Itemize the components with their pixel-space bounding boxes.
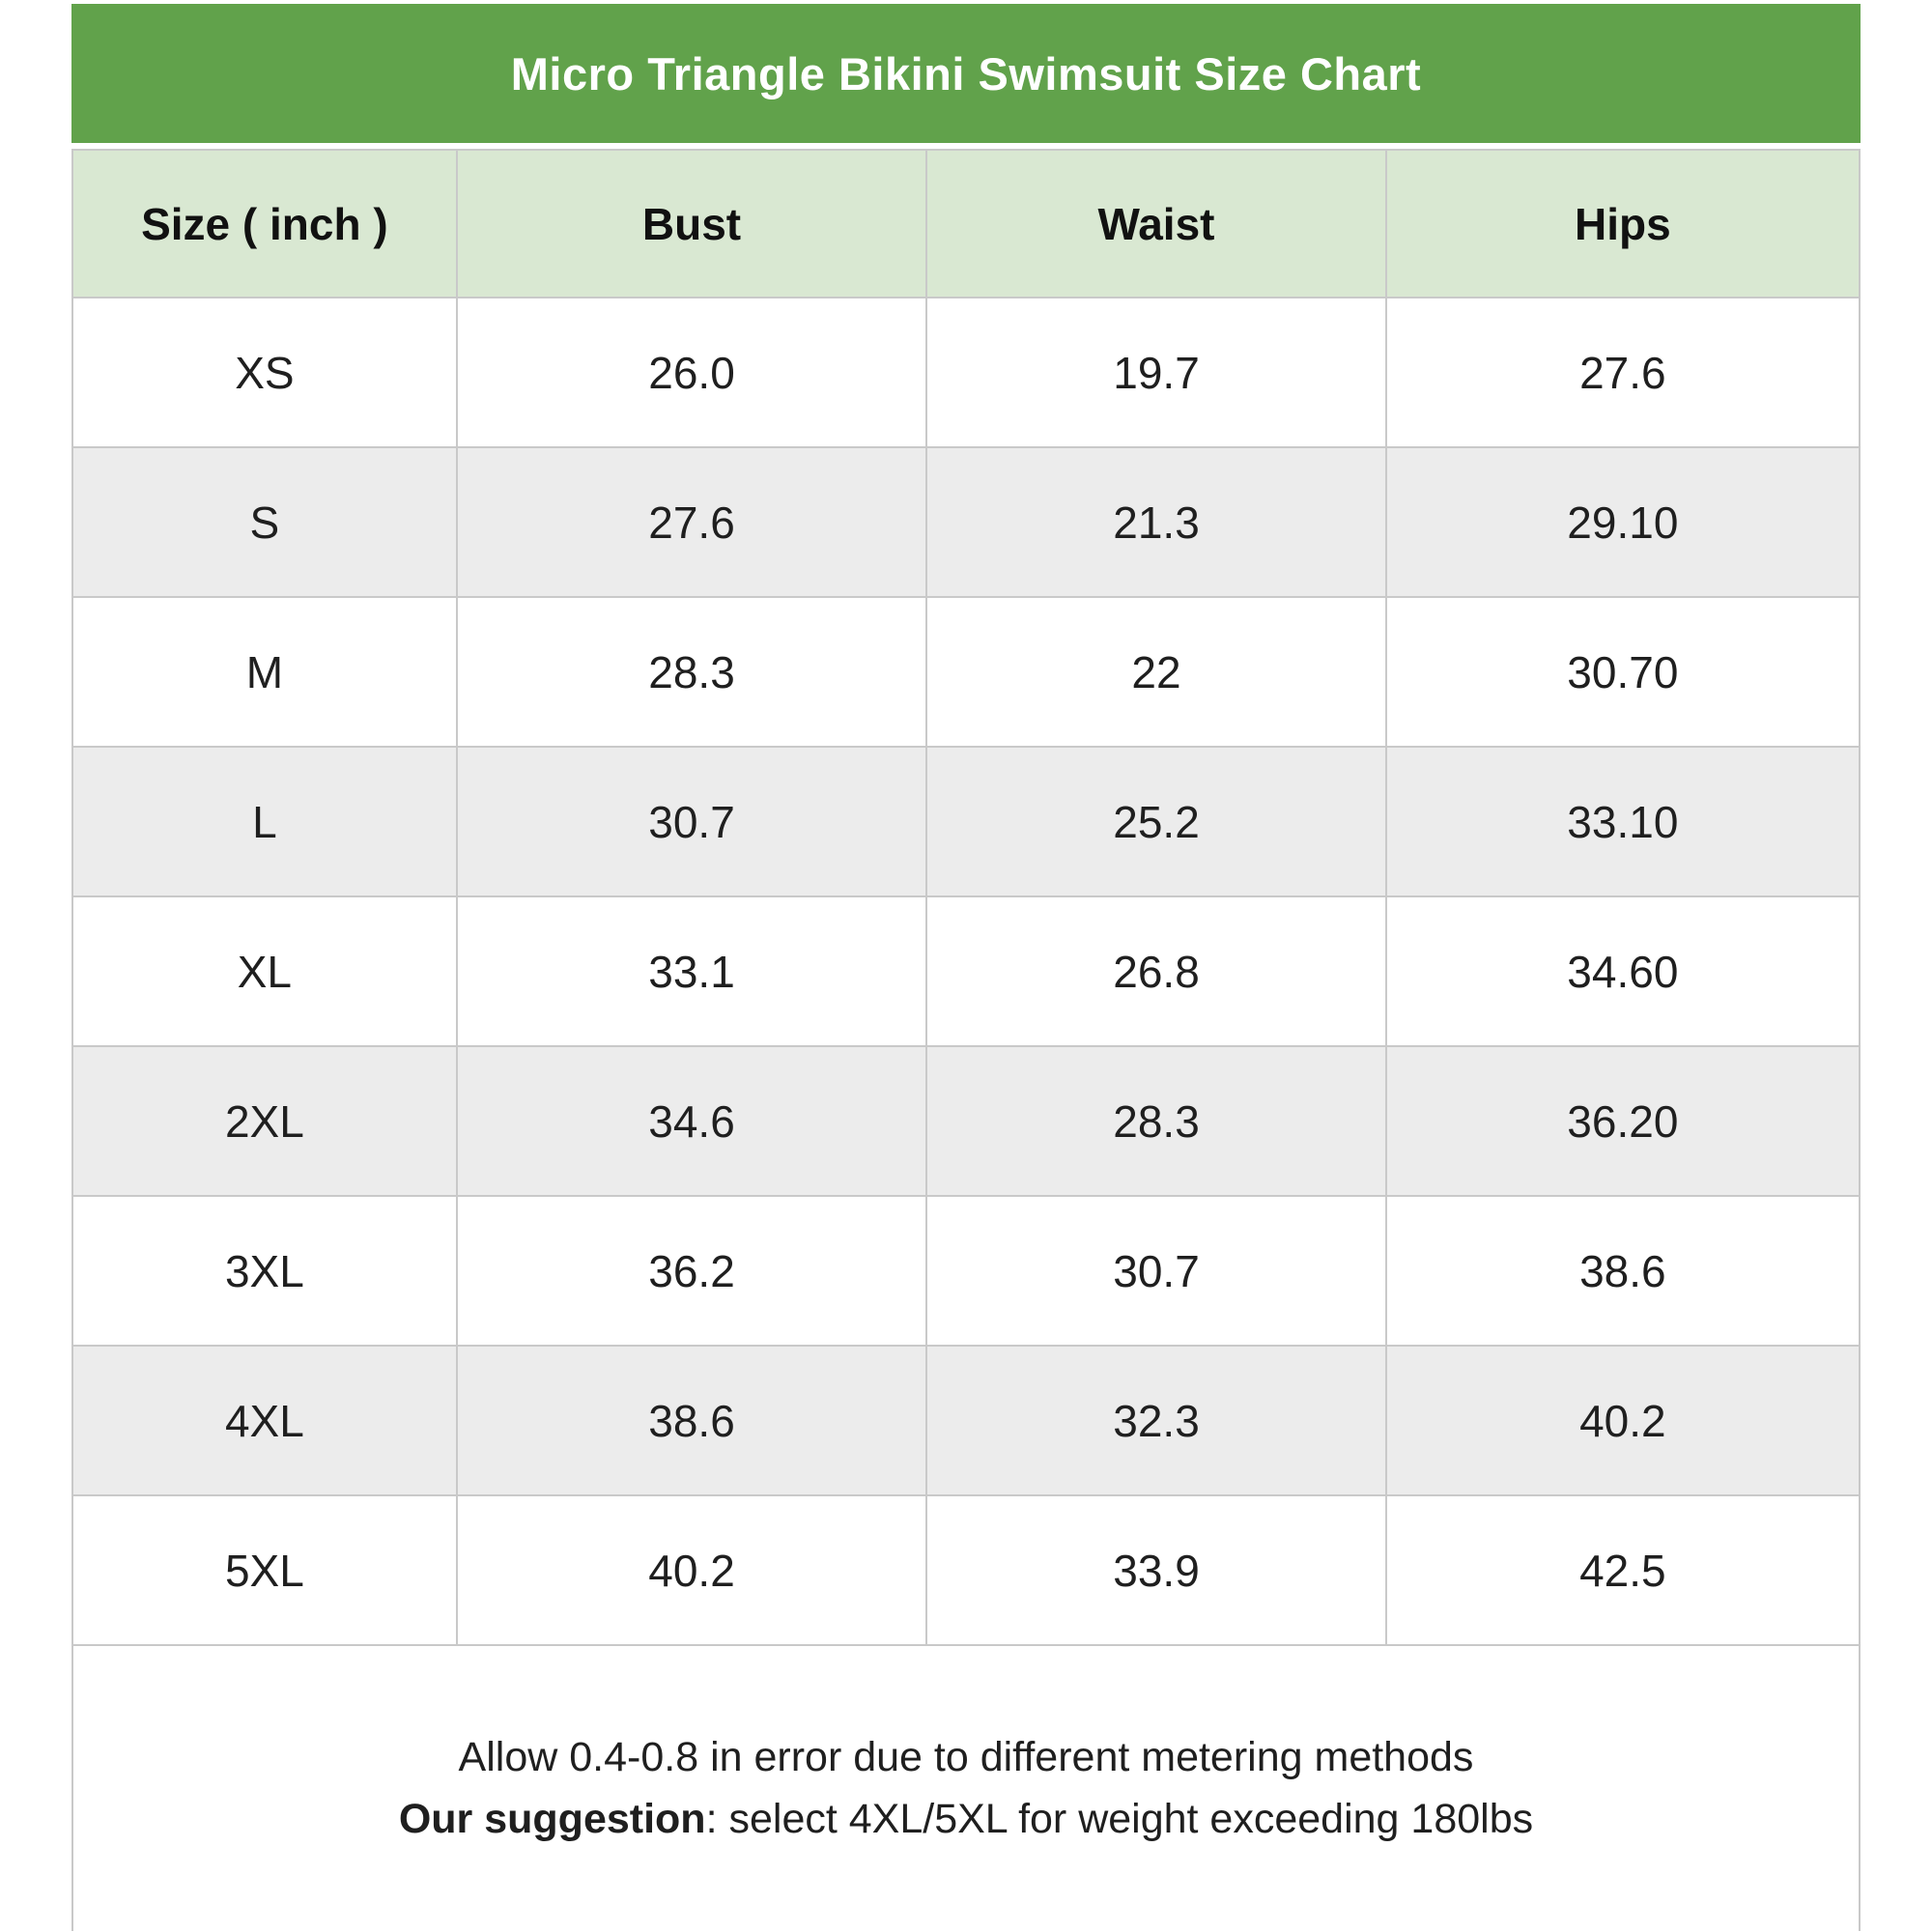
cell-bust: 34.6 bbox=[455, 1045, 928, 1197]
cell-bust: 28.3 bbox=[455, 596, 928, 748]
cell-waist: 25.2 bbox=[925, 746, 1387, 897]
size-table-header: Size ( inch ) Bust Waist Hips bbox=[71, 149, 1861, 298]
cell-waist: 28.3 bbox=[925, 1045, 1387, 1197]
cell-waist: 19.7 bbox=[925, 297, 1387, 448]
cell-bust: 26.0 bbox=[455, 297, 928, 448]
header-row: Size ( inch ) Bust Waist Hips bbox=[71, 149, 1861, 298]
cell-hips: 33.10 bbox=[1384, 746, 1861, 897]
size-table-body: XS 26.0 19.7 27.6 S 27.6 21.3 29.10 M 28.3 22 30.70… bbox=[71, 297, 1861, 1646]
cell-waist: 32.3 bbox=[925, 1345, 1387, 1496]
cell-waist: 21.3 bbox=[925, 446, 1387, 598]
chart-title: Micro Triangle Bikini Swimsuit Size Char… bbox=[510, 47, 1422, 99]
chart-title-bar: Micro Triangle Bikini Swimsuit Size Char… bbox=[71, 4, 1861, 143]
cell-bust: 38.6 bbox=[455, 1345, 928, 1496]
cell-bust: 30.7 bbox=[455, 746, 928, 897]
table-row: 4XL 38.6 32.3 40.2 bbox=[71, 1345, 1861, 1496]
cell-size: 5XL bbox=[71, 1494, 458, 1646]
footnote-suggestion-label: Our suggestion bbox=[398, 1795, 706, 1842]
cell-waist: 30.7 bbox=[925, 1195, 1387, 1347]
table-row: S 27.6 21.3 29.10 bbox=[71, 446, 1861, 598]
column-header-hips: Hips bbox=[1384, 149, 1861, 298]
table-row: L 30.7 25.2 33.10 bbox=[71, 746, 1861, 897]
cell-hips: 36.20 bbox=[1384, 1045, 1861, 1197]
table-row: XS 26.0 19.7 27.6 bbox=[71, 297, 1861, 448]
cell-size: M bbox=[71, 596, 458, 748]
cell-size: 4XL bbox=[71, 1345, 458, 1496]
cell-size: 3XL bbox=[71, 1195, 458, 1347]
cell-hips: 34.60 bbox=[1384, 895, 1861, 1047]
cell-size: XL bbox=[71, 895, 458, 1047]
table-row: M 28.3 22 30.70 bbox=[71, 596, 1861, 748]
footnote-line1: Allow 0.4-0.8 in error due to different … bbox=[458, 1733, 1474, 1780]
cell-size: 2XL bbox=[71, 1045, 458, 1197]
table-row: XL 33.1 26.8 34.60 bbox=[71, 895, 1861, 1047]
cell-waist: 33.9 bbox=[925, 1494, 1387, 1646]
size-table: Size ( inch ) Bust Waist Hips XS 26.0 19.7… bbox=[71, 149, 1861, 1646]
cell-bust: 36.2 bbox=[455, 1195, 928, 1347]
cell-hips: 40.2 bbox=[1384, 1345, 1861, 1496]
column-header-waist: Waist bbox=[925, 149, 1387, 298]
table-row: 2XL 34.6 28.3 36.20 bbox=[71, 1045, 1861, 1197]
table-row: 3XL 36.2 30.7 38.6 bbox=[71, 1195, 1861, 1347]
table-row: 5XL 40.2 33.9 42.5 bbox=[71, 1494, 1861, 1646]
footnote: Allow 0.4-0.8 in error due to different … bbox=[71, 1646, 1861, 1931]
cell-hips: 38.6 bbox=[1384, 1195, 1861, 1347]
cell-hips: 27.6 bbox=[1384, 297, 1861, 448]
cell-bust: 33.1 bbox=[455, 895, 928, 1047]
cell-hips: 42.5 bbox=[1384, 1494, 1861, 1646]
cell-waist: 26.8 bbox=[925, 895, 1387, 1047]
cell-bust: 40.2 bbox=[455, 1494, 928, 1646]
cell-bust: 27.6 bbox=[455, 446, 928, 598]
size-chart: Micro Triangle Bikini Swimsuit Size Char… bbox=[71, 4, 1861, 1931]
column-header-bust: Bust bbox=[455, 149, 928, 298]
cell-size: XS bbox=[71, 297, 458, 448]
cell-size: S bbox=[71, 446, 458, 598]
cell-size: L bbox=[71, 746, 458, 897]
cell-hips: 29.10 bbox=[1384, 446, 1861, 598]
footnote-suggestion-text: : select 4XL/5XL for weight exceeding 18… bbox=[705, 1795, 1534, 1842]
column-header-size: Size ( inch ) bbox=[71, 149, 458, 298]
cell-hips: 30.70 bbox=[1384, 596, 1861, 748]
footnote-line2: Our suggestion: select 4XL/5XL for weigh… bbox=[399, 1789, 1533, 1851]
cell-waist: 22 bbox=[925, 596, 1387, 748]
